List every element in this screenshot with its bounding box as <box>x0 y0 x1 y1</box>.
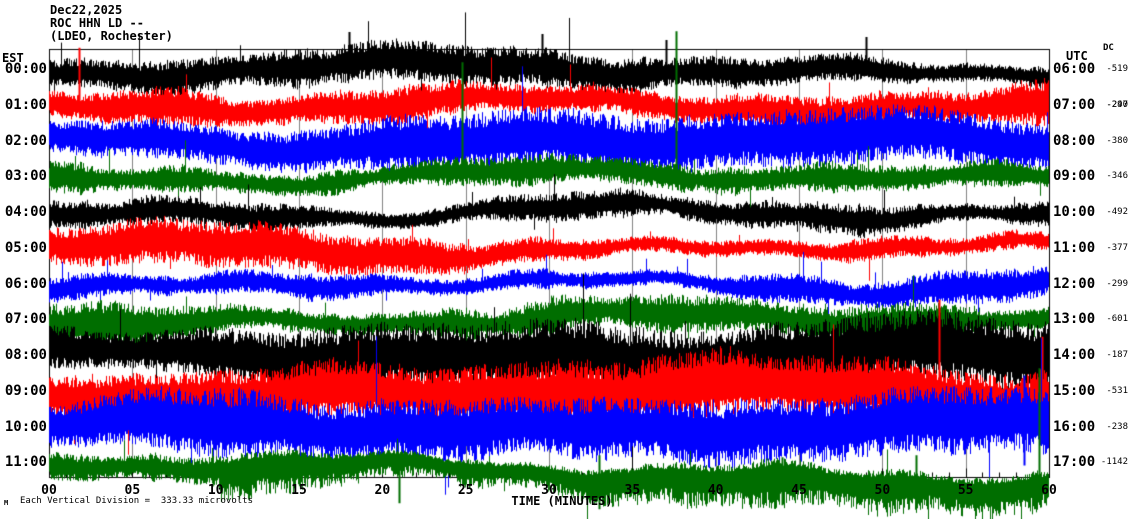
plot-date: Dec22,2025 <box>50 3 123 17</box>
dc-value: -238 <box>1106 421 1128 432</box>
utc-hour-label: 10:00 <box>1053 204 1096 220</box>
dc-value: -346 <box>1106 171 1128 182</box>
dc-value: -247 <box>1106 99 1128 110</box>
utc-hour-label: 13:00 <box>1053 311 1096 328</box>
utc-hour-label: 16:00 <box>1053 418 1096 435</box>
utc-hour-label: 17:00 <box>1053 454 1096 471</box>
scale-note: Each Vertical Division = 333.33 microvol… <box>20 496 253 506</box>
x-tick-label: 15 <box>291 483 307 498</box>
utc-hour-label: 06:00 <box>1053 61 1096 77</box>
x-tick-label: 00 <box>41 483 57 498</box>
right-axis-label: UTC <box>1066 49 1088 63</box>
dc-value: -492 <box>1106 207 1128 217</box>
utc-hour-label: 14:00 <box>1053 347 1096 363</box>
est-hour-label: 04:00 <box>4 204 47 220</box>
est-hour-label: 05:00 <box>4 239 47 256</box>
est-hour-label: 09:00 <box>4 382 47 399</box>
est-hour-label: 06:00 <box>4 275 47 292</box>
utc-hour-label: 12:00 <box>1053 275 1096 292</box>
dc-value: -601 <box>1106 314 1128 325</box>
est-hour-label: 11:00 <box>4 454 47 471</box>
x-tick-label: 60 <box>1041 483 1057 498</box>
utc-hour-label: 08:00 <box>1053 132 1096 149</box>
est-hour-label: 00:00 <box>4 61 47 77</box>
dc-value: -519 <box>1106 64 1128 74</box>
x-axis-title: TIME (MINUTES) <box>511 494 613 508</box>
dc-value: -380 <box>1106 135 1128 146</box>
x-tick-label: 45 <box>791 483 807 498</box>
dc-value: -531 <box>1106 385 1128 396</box>
utc-hour-label: 09:00 <box>1053 168 1096 185</box>
corner-mark: M <box>4 499 9 507</box>
est-hour-label: 08:00 <box>4 347 47 363</box>
dc-value: -187 <box>1106 350 1128 360</box>
station-code: ROC HHN LD -- <box>50 16 144 30</box>
dc-value: -377 <box>1106 242 1128 253</box>
utc-hour-label: 15:00 <box>1053 382 1096 399</box>
est-hour-label: 01:00 <box>4 96 47 113</box>
x-tick-label: 20 <box>374 483 391 498</box>
x-tick-label: 50 <box>874 483 891 498</box>
network-name: (LDEO, Rochester) <box>50 29 173 43</box>
est-hour-label: 07:00 <box>4 311 47 328</box>
utc-hour-label: 11:00 <box>1053 239 1096 256</box>
utc-hour-label: 07:00 <box>1053 96 1096 113</box>
x-tick-label: 30 <box>541 483 557 498</box>
x-tick-label: 10 <box>207 483 224 498</box>
x-tick-label: 25 <box>457 483 474 498</box>
x-tick-label: 05 <box>124 483 141 498</box>
dc-column-label: DC <box>1103 43 1114 53</box>
dc-value: -1142 <box>1100 457 1128 468</box>
x-tick-label: 40 <box>707 483 724 498</box>
left-axis-label: EST <box>2 51 24 65</box>
est-hour-label: 03:00 <box>4 168 47 185</box>
est-hour-label: 02:00 <box>4 132 47 149</box>
x-tick-label: 35 <box>624 483 641 498</box>
est-hour-label: 10:00 <box>4 418 47 435</box>
x-tick-label: 55 <box>957 483 974 498</box>
dc-value: -299 <box>1106 278 1128 289</box>
dc-value-overlap: -290 <box>1106 99 1128 110</box>
